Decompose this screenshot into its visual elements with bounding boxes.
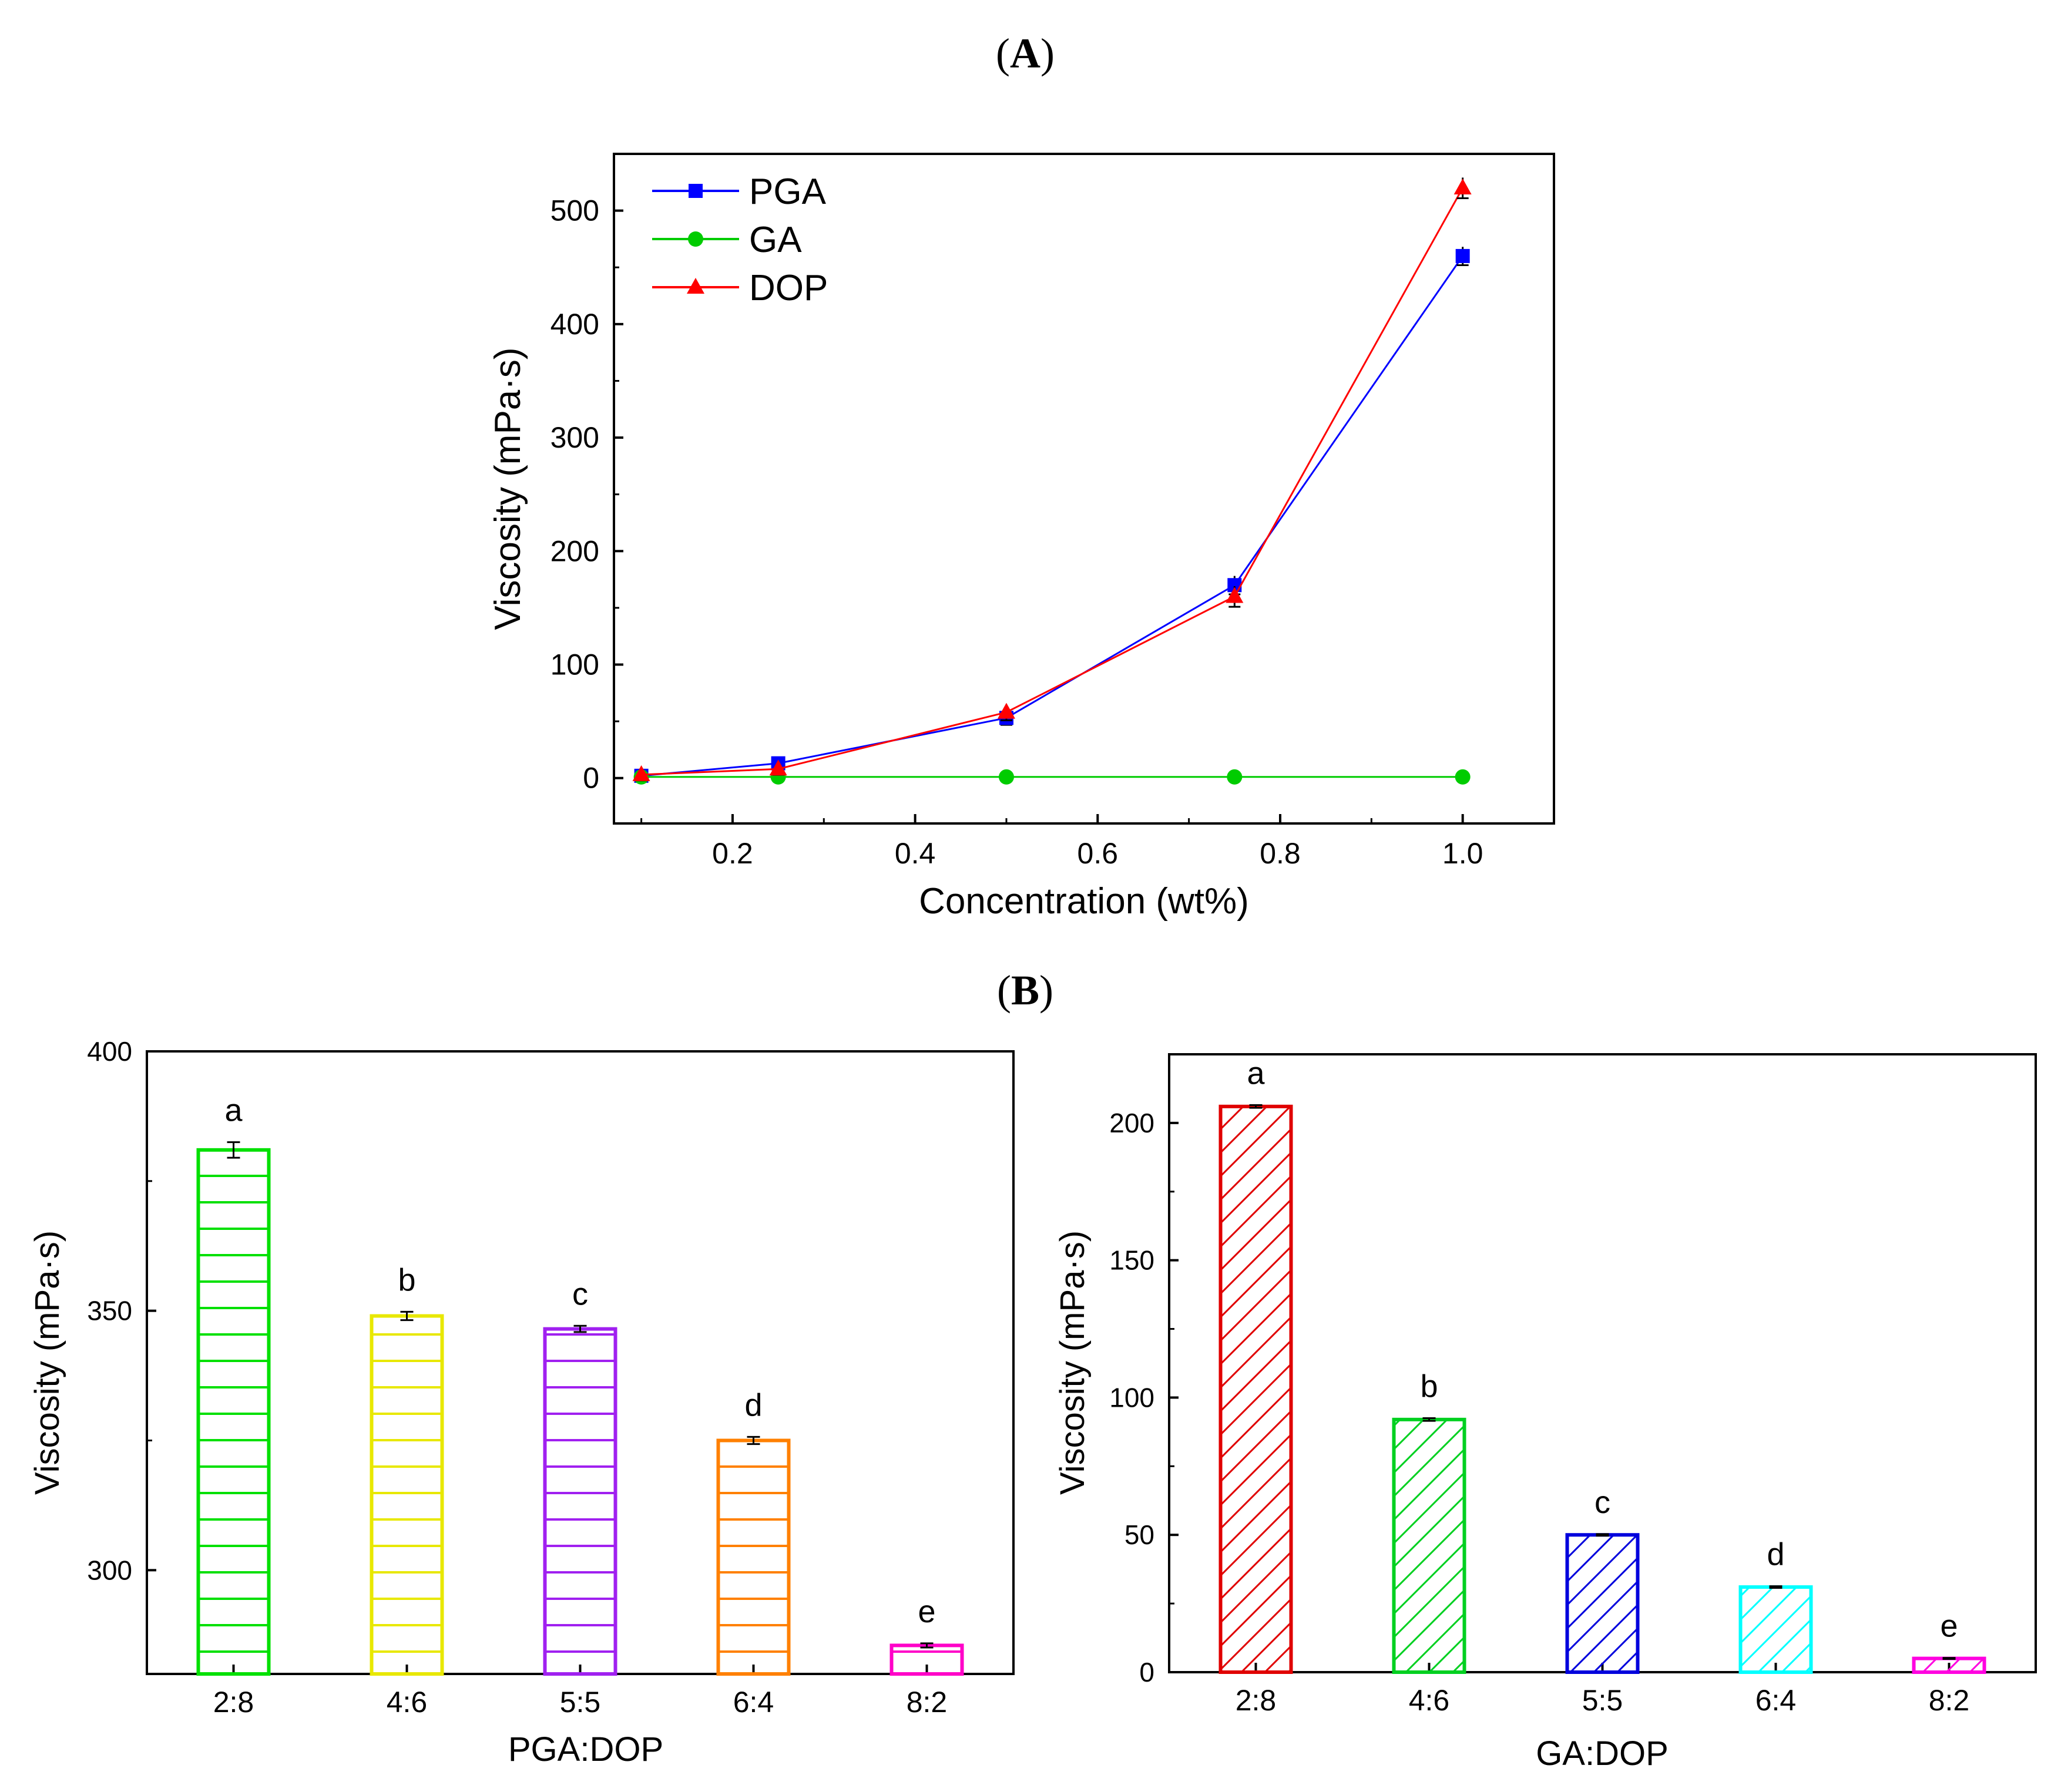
significance-letter: c — [1595, 1485, 1610, 1520]
series-line-pga — [641, 255, 1463, 777]
y-tick-label: 300 — [87, 1555, 132, 1585]
significance-letter: d — [744, 1387, 762, 1423]
x-tick-label: 0.2 — [712, 837, 753, 870]
significance-letter: b — [398, 1262, 415, 1297]
bar — [1738, 1585, 1813, 1675]
bar-group-4-6: b — [1392, 1369, 1466, 1674]
bar-group-5-5: c — [543, 1276, 617, 1676]
y-tick-label: 400 — [87, 1036, 132, 1067]
y-tick-label: 200 — [1109, 1108, 1154, 1138]
panel-a-letter: A — [1010, 30, 1040, 77]
data-point-triangle — [1226, 587, 1244, 603]
legend-label: DOP — [749, 268, 828, 308]
y-tick-label: 400 — [550, 308, 599, 341]
bar-chart-pga-dop: 300 350 400 2:8 4:6 5:5 6:4 8:2 a b c d e PGA:DOP V… — [28, 1036, 1015, 1769]
significance-letter: d — [1767, 1537, 1784, 1572]
data-point-triangle — [687, 278, 704, 294]
significance-letter: e — [918, 1594, 935, 1629]
x-tick-label: 0.8 — [1260, 837, 1301, 870]
bar-chart-ga-dop: 0 50 100 150 200 2:8 4:6 5:5 6:4 8:2 a b c d e GA:DOP… — [1053, 1053, 2037, 1773]
significance-letter: c — [572, 1276, 588, 1312]
y-tick-label: 100 — [550, 648, 599, 681]
significance-letter: b — [1420, 1369, 1438, 1404]
bar — [1565, 1533, 1640, 1674]
data-point-triangle — [632, 765, 650, 781]
bar-group-6-4: d — [716, 1387, 791, 1676]
panel-label-b: (B) — [997, 967, 1053, 1014]
panel-b-letter: B — [1011, 967, 1039, 1014]
line-chart-a: 0.2 0.4 0.6 0.8 1.0 0 100 200 300 400 500 PGA GA DOP… — [488, 153, 1555, 922]
x-tick-label: 6:4 — [1755, 1684, 1797, 1717]
y-tick-label: 300 — [550, 421, 599, 454]
y-tick-label: 0 — [1139, 1657, 1154, 1687]
legend-label: GA — [749, 220, 802, 260]
data-point-circle — [998, 769, 1014, 785]
data-point-triangle — [997, 702, 1015, 719]
bar-group-2-8: a — [196, 1093, 271, 1676]
y-tick-label: 500 — [550, 194, 599, 227]
x-tick-label: 4:6 — [1409, 1684, 1450, 1717]
x-tick-label: 2:8 — [1236, 1684, 1277, 1717]
bar — [196, 1148, 271, 1676]
bar-group-6-4: d — [1738, 1537, 1813, 1675]
x-tick-label: 1.0 — [1442, 837, 1483, 870]
bar — [1392, 1417, 1466, 1674]
data-point-circle — [1227, 769, 1243, 785]
bar — [1218, 1104, 1293, 1674]
x-tick-label: 8:2 — [907, 1686, 948, 1719]
legend-label: PGA — [749, 172, 827, 212]
bar-group-5-5: c — [1565, 1485, 1640, 1674]
x-axis-label: PGA:DOP — [508, 1730, 663, 1769]
y-axis-label: Viscosity (mPa·s) — [28, 1230, 66, 1495]
data-point-square — [1455, 248, 1470, 263]
series-dop — [632, 177, 1472, 782]
data-point-triangle — [1454, 178, 1472, 194]
data-point-circle — [1455, 769, 1471, 785]
series-ga — [633, 769, 1471, 785]
x-tick-label: 0.6 — [1077, 837, 1119, 870]
x-tick-label: 0.4 — [895, 837, 936, 870]
y-tick-label: 100 — [1109, 1382, 1154, 1413]
x-tick-label: 5:5 — [1582, 1684, 1623, 1717]
y-tick-label: 150 — [1109, 1245, 1154, 1276]
significance-letter: a — [1247, 1055, 1265, 1091]
significance-letter: e — [1940, 1609, 1958, 1644]
data-point-triangle — [769, 759, 787, 776]
significance-letter: a — [224, 1093, 243, 1128]
x-tick-label: 5:5 — [560, 1686, 601, 1719]
bar-group-2-8: a — [1218, 1055, 1293, 1674]
y-tick-label: 200 — [550, 534, 599, 567]
plot-frame — [613, 153, 1555, 825]
bar — [716, 1438, 791, 1676]
bar — [889, 1643, 964, 1676]
x-axis-label: Concentration (wt%) — [919, 881, 1249, 922]
bar — [543, 1327, 617, 1676]
y-tick-label: 350 — [87, 1296, 132, 1326]
y-axis-label: Viscosity (mPa·s) — [1053, 1230, 1092, 1495]
x-tick-label: 6:4 — [733, 1686, 774, 1719]
bar-group-4-6: b — [370, 1262, 444, 1676]
y-axis-label: Viscosity (mPa·s) — [488, 347, 528, 630]
series-pga — [634, 247, 1470, 783]
panel-label-a: (A) — [996, 30, 1055, 77]
bar-group-8-2: e — [1912, 1609, 1986, 1675]
data-point-circle — [688, 231, 703, 247]
bar — [1912, 1656, 1986, 1675]
y-tick-label: 50 — [1124, 1519, 1154, 1550]
x-tick-label: 4:6 — [387, 1686, 428, 1719]
x-axis-label: GA:DOP — [1536, 1734, 1669, 1773]
bar-group-8-2: e — [889, 1594, 964, 1676]
data-point-square — [689, 184, 703, 198]
bar — [370, 1314, 444, 1676]
y-tick-label: 0 — [583, 762, 599, 795]
x-tick-label: 8:2 — [1929, 1684, 1970, 1717]
legend: PGA GA DOP — [652, 172, 828, 308]
x-tick-label: 2:8 — [213, 1686, 254, 1719]
